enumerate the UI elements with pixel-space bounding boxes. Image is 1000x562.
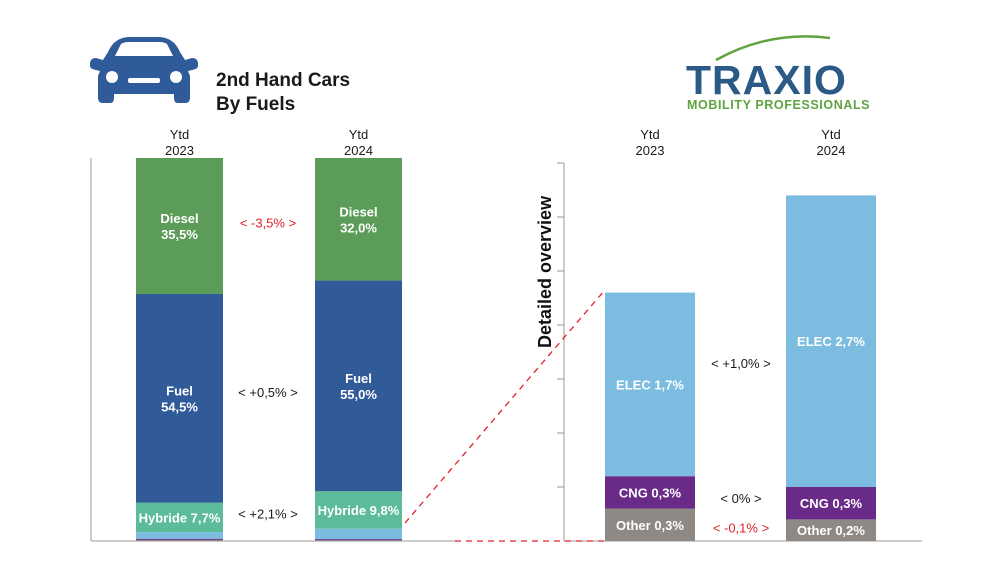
bar-other-2023	[136, 539, 223, 541]
detailed-overview-label: Detailed overview	[535, 195, 555, 348]
right-y-ticks	[557, 162, 564, 488]
traxio-logo: TRAXIO MOBILITY PROFESSIONALS	[686, 35, 870, 112]
segment-label-hybride: Hybride 9,8%	[318, 503, 400, 518]
bar-cng-2023	[605, 476, 695, 509]
column-header-label: Ytd	[821, 127, 841, 142]
bar-other-2024	[315, 540, 402, 541]
column-header-label: Ytd	[349, 127, 369, 142]
chart-title-line2: By Fuels	[216, 94, 295, 115]
segment-label-other: Other 0,3%	[616, 518, 684, 533]
bar-cng-2023	[136, 538, 223, 540]
bar-diesel-2023	[136, 158, 223, 294]
delta-diesel: < -3,5% >	[240, 216, 296, 231]
bar-cng-2024	[315, 539, 402, 541]
delta-cng: < 0% >	[720, 491, 761, 506]
bar-hybride-2024	[315, 491, 402, 529]
zoom-connector-upper	[404, 290, 605, 524]
bar-other-2024	[786, 519, 876, 541]
bar-elec-2023	[605, 292, 695, 477]
chart-title-line1: 2nd Hand Cars	[216, 70, 350, 91]
delta-elec: < +1,0% >	[711, 356, 771, 371]
delta-hybride: < +2,1% >	[238, 507, 298, 522]
column-header-label: Ytd	[640, 127, 660, 142]
segment-label-cng: CNG 0,3%	[800, 496, 863, 511]
column-header-year: 2024	[344, 143, 373, 158]
logo-tagline: MOBILITY PROFESSIONALS	[687, 98, 870, 112]
segment-label-diesel: Diesel 35,5%	[160, 211, 198, 242]
car-icon	[90, 37, 198, 103]
segment-label-fuel: Fuel 55,0%	[340, 371, 377, 402]
chart-marks: Hybride 7,7%Fuel 54,5%Diesel 35,5%Ytd2023H…	[136, 127, 876, 541]
delta-fuel: < +0,5% >	[238, 385, 298, 400]
bar-elec-2024	[315, 528, 402, 540]
bar-elec-2024	[786, 195, 876, 487]
segment-label-elec: ELEC 2,7%	[797, 334, 865, 349]
segment-label-fuel: Fuel 54,5%	[161, 383, 198, 414]
logo-swoosh	[715, 35, 831, 62]
logo-wordmark: TRAXIO	[686, 57, 847, 103]
bar-other-2023	[605, 508, 695, 541]
delta-other: < -0,1% >	[713, 521, 769, 536]
column-header-year: 2024	[817, 143, 846, 158]
bar-cng-2024	[786, 487, 876, 520]
segment-label-hybride: Hybride 7,7%	[139, 510, 221, 525]
segment-label-cng: CNG 0,3%	[619, 485, 682, 500]
column-header-year: 2023	[636, 143, 665, 158]
segment-label-elec: ELEC 1,7%	[616, 377, 684, 392]
bar-fuel-2024	[315, 280, 402, 492]
bar-diesel-2024	[315, 158, 402, 281]
segment-label-other: Other 0,2%	[797, 523, 865, 538]
column-header-year: 2023	[165, 143, 194, 158]
bar-fuel-2023	[136, 293, 223, 503]
bar-hybride-2023	[136, 502, 223, 533]
column-header-label: Ytd	[170, 127, 190, 142]
bar-elec-2023	[136, 532, 223, 539]
segment-label-diesel: Diesel 32,0%	[339, 204, 377, 235]
